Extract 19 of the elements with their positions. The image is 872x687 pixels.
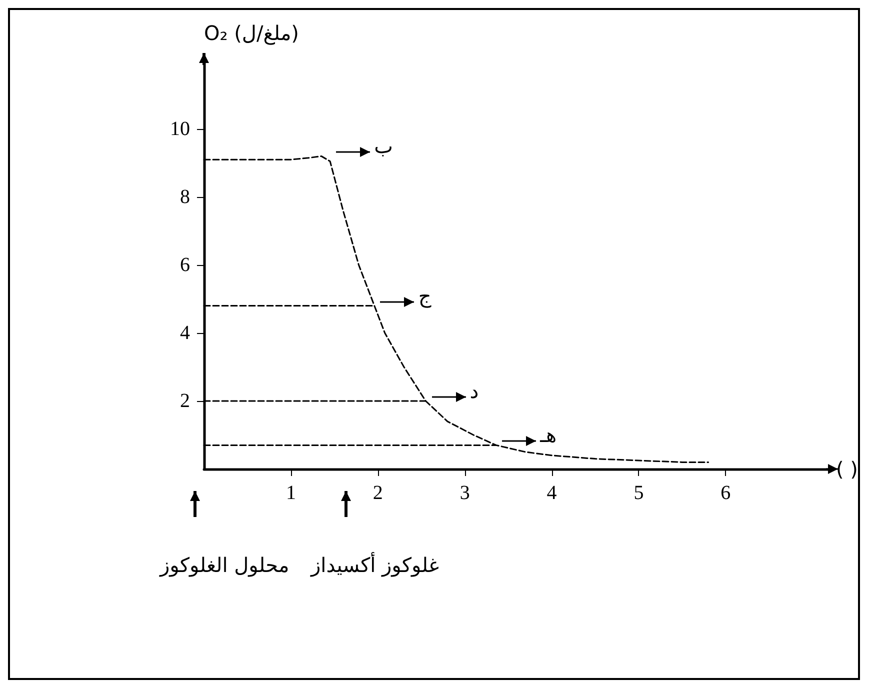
y-tick-label: 6 xyxy=(180,254,190,276)
annotation: ج xyxy=(418,284,432,308)
y-tick-label: 8 xyxy=(180,186,190,208)
annotation: هـ xyxy=(540,423,557,448)
y-axis-title: O₂ (ملغ/ل) xyxy=(204,21,299,45)
x-tick-label: 6 xyxy=(720,482,731,504)
x-tick-label: 4 xyxy=(546,482,557,504)
text: محلول الغلوكوز xyxy=(160,553,290,577)
x-axis-title: ( ) xyxy=(836,457,858,481)
annotation: ب xyxy=(374,134,393,158)
text: غلوكوز أكسيداز xyxy=(311,553,439,577)
x-tick-label: 5 xyxy=(634,482,644,504)
x-tick-label: 2 xyxy=(372,482,383,504)
y-tick-label: 10 xyxy=(170,118,190,140)
annotation: د xyxy=(470,379,479,403)
y-tick-label: 4 xyxy=(180,322,190,344)
x-tick-label: 3 xyxy=(460,482,470,504)
x-tick-label: 1 xyxy=(286,482,296,504)
y-tick-label: 2 xyxy=(180,390,190,412)
